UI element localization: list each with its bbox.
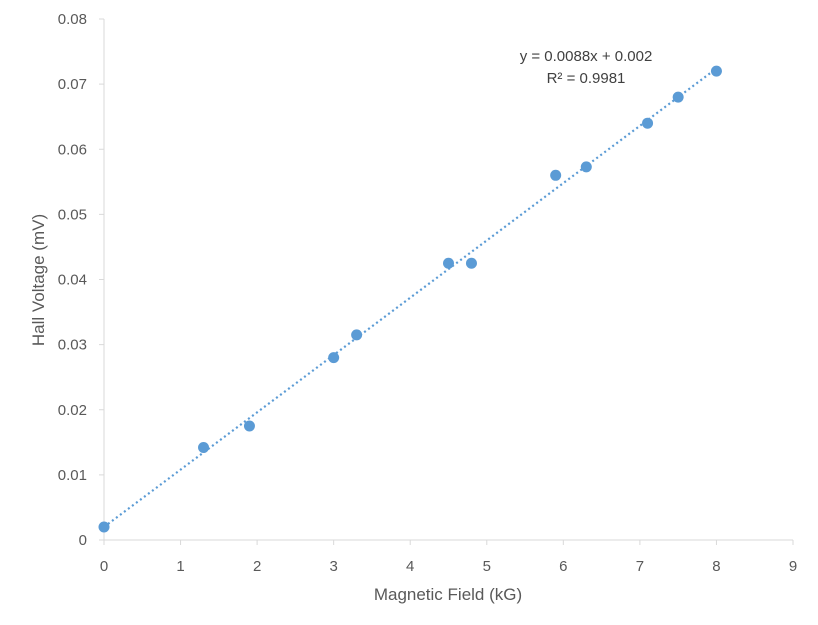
x-tick-label: 9 bbox=[789, 558, 797, 575]
x-tick-label: 2 bbox=[253, 558, 261, 575]
x-tick-label: 0 bbox=[100, 558, 108, 575]
y-tick-label: 0.05 bbox=[58, 206, 87, 223]
x-tick-label: 6 bbox=[559, 558, 567, 575]
y-tick-label: 0 bbox=[79, 532, 87, 549]
y-tick-label: 0.08 bbox=[58, 11, 87, 28]
data-point bbox=[642, 117, 654, 129]
data-point bbox=[98, 521, 110, 533]
data-point bbox=[243, 420, 255, 432]
trendline bbox=[103, 67, 718, 528]
data-point bbox=[328, 352, 340, 364]
y-axis-title: Hall Voltage (mV) bbox=[29, 214, 48, 346]
data-point bbox=[672, 91, 684, 103]
plot-area: 0 1 2 3 4 5 6 7 8 9 0 0.01 0.02 0.03 0.04 0.05 0.06 0.07 0… bbox=[58, 11, 797, 575]
data-point bbox=[351, 329, 363, 341]
data-point bbox=[198, 442, 210, 454]
data-point bbox=[550, 169, 562, 181]
y-tick-label: 0.01 bbox=[58, 467, 87, 484]
x-tick-label: 1 bbox=[176, 558, 184, 575]
trendline-r-squared: R² = 0.9981 bbox=[547, 70, 626, 87]
y-tick-label: 0.07 bbox=[58, 76, 87, 93]
data-point bbox=[443, 257, 454, 269]
y-tick-label: 0.03 bbox=[58, 337, 87, 354]
data-point bbox=[710, 65, 722, 77]
trendline-equation: y = 0.0088x + 0.002 bbox=[520, 48, 653, 65]
y-tick-label: 0.04 bbox=[58, 272, 87, 289]
x-tick-label: 4 bbox=[406, 558, 414, 575]
x-axis-title: Magnetic Field (kG) bbox=[374, 585, 522, 604]
x-tick-label: 7 bbox=[636, 558, 644, 575]
data-point bbox=[580, 161, 592, 173]
x-tick-label: 5 bbox=[483, 558, 491, 575]
y-tick-label: 0.06 bbox=[58, 141, 87, 158]
y-tick-label: 0.02 bbox=[58, 402, 87, 419]
x-tick-label: 8 bbox=[712, 558, 720, 575]
x-tick-label: 3 bbox=[329, 558, 337, 575]
data-point bbox=[465, 257, 477, 269]
